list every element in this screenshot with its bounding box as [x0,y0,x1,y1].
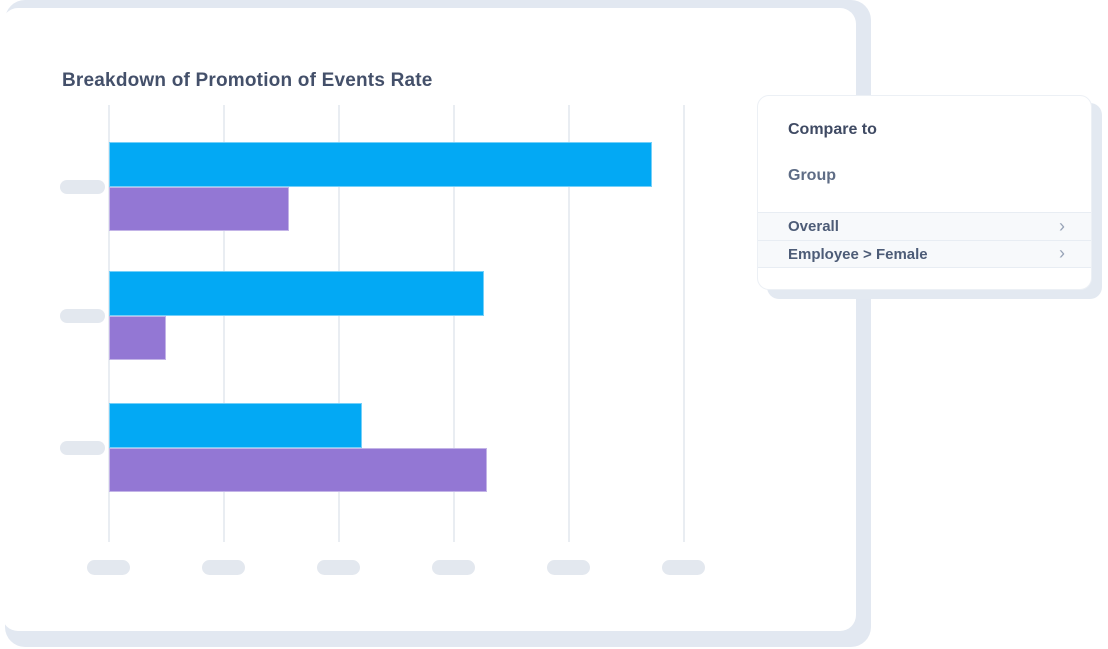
x-gridline [338,105,340,542]
bar-primary [109,403,362,448]
chevron-right-icon: › [1059,215,1065,236]
bar-comparison [109,186,289,231]
x-gridline [568,105,570,542]
y-axis-label-pill [60,441,105,455]
x-axis-label-pill [661,560,705,575]
bar-primary [109,271,484,316]
menu-title: Compare to [788,121,877,138]
chevron-right-icon: › [1059,243,1065,263]
x-gridline [453,105,455,542]
x-axis-label-pill [86,560,130,575]
bar-comparison [109,447,487,492]
x-axis-label-pill [201,560,245,575]
x-gridline [223,105,225,542]
x-axis-label-pill [316,560,360,575]
bar-comparison [109,315,166,360]
y-axis-label-pill [60,309,105,323]
x-axis-label-pill [431,560,475,575]
chart-title: Breakdown of Promotion of Events Rate [62,70,433,91]
bar-primary [109,142,652,187]
compare-to-menu: Compare to Group Overall › Employee > Fe… [757,95,1092,290]
y-axis-label-pill [60,179,105,194]
menu-item-employee-female[interactable]: Employee > Female › [758,240,1091,268]
x-axis-label-pill [546,560,590,575]
menu-item-list: Overall › Employee > Female › [758,212,1091,268]
bar-chart-plot [108,105,718,542]
x-gridline [683,105,685,542]
menu-item-overall[interactable]: Overall › [758,212,1091,240]
menu-item-label: Overall [788,218,839,235]
menu-item-label: Employee > Female [788,245,928,263]
menu-subtitle-group: Group [788,167,836,184]
